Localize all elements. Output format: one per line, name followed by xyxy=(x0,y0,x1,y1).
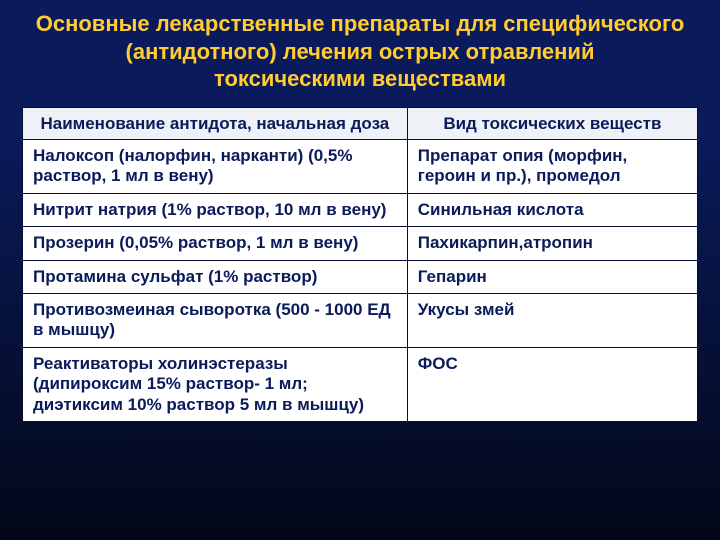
cell-substance: Пахикарпин,атропин xyxy=(407,227,697,260)
cell-antidote: Нитрит натрия (1% раствор, 10 мл в вену) xyxy=(23,193,408,226)
cell-antidote: Налоксоп (налорфин, нарканти) (0,5% раст… xyxy=(23,140,408,194)
cell-antidote: Протамина сульфат (1% раствор) xyxy=(23,260,408,293)
cell-antidote: Прозерин (0,05% раствор, 1 мл в вену) xyxy=(23,227,408,260)
table-header-row: Наименование антидота, начальная доза Ви… xyxy=(23,107,698,140)
table-row: Налоксоп (налорфин, нарканти) (0,5% раст… xyxy=(23,140,698,194)
col-header-substance: Вид токсических веществ xyxy=(407,107,697,140)
table-container: Наименование антидота, начальная доза Ви… xyxy=(0,107,720,422)
cell-antidote: Противозмеиная сыворотка (500 - 1000 ЕД … xyxy=(23,294,408,348)
table-row: Нитрит натрия (1% раствор, 10 мл в вену)… xyxy=(23,193,698,226)
title-line-2: (антидотного) лечения острых отравлений xyxy=(126,39,595,64)
table-row: Реактиваторы холинэстеразы (дипироксим 1… xyxy=(23,347,698,421)
cell-substance: Укусы змей xyxy=(407,294,697,348)
cell-substance: Препарат опия (морфин, героин и пр.), пр… xyxy=(407,140,697,194)
col-header-antidote: Наименование антидота, начальная доза xyxy=(23,107,408,140)
cell-antidote: Реактиваторы холинэстеразы (дипироксим 1… xyxy=(23,347,408,421)
antidotes-table: Наименование антидота, начальная доза Ви… xyxy=(22,107,698,422)
title-line-1: Основные лекарственные препараты для спе… xyxy=(36,11,685,36)
title-line-3: токсическими веществами xyxy=(214,66,506,91)
table-row: Протамина сульфат (1% раствор) Гепарин xyxy=(23,260,698,293)
cell-substance: ФОС xyxy=(407,347,697,421)
slide: Основные лекарственные препараты для спе… xyxy=(0,0,720,540)
cell-substance: Гепарин xyxy=(407,260,697,293)
slide-title: Основные лекарственные препараты для спе… xyxy=(0,10,720,107)
table-row: Прозерин (0,05% раствор, 1 мл в вену) Па… xyxy=(23,227,698,260)
table-row: Противозмеиная сыворотка (500 - 1000 ЕД … xyxy=(23,294,698,348)
cell-substance: Синильная кислота xyxy=(407,193,697,226)
